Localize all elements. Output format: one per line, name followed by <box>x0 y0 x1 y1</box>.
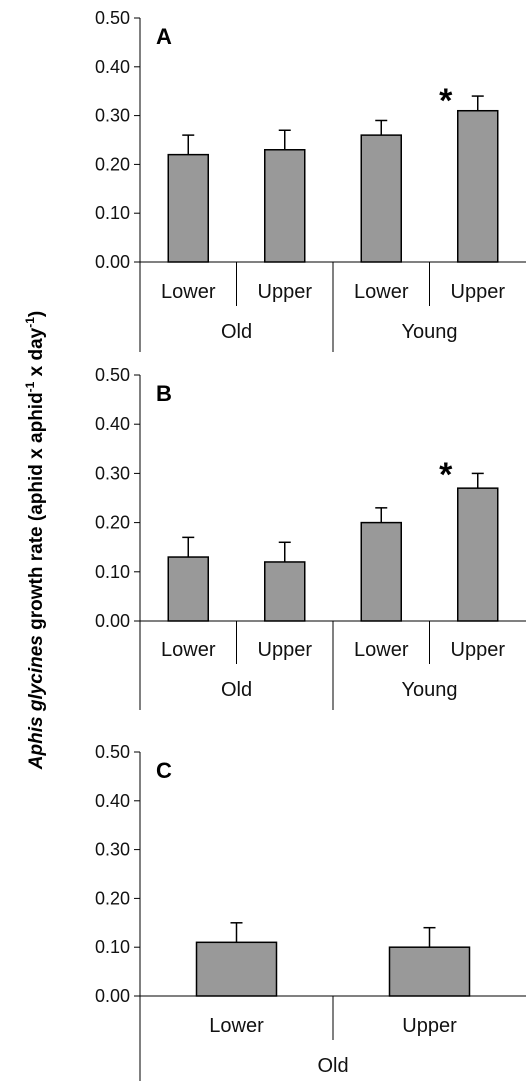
bar <box>167 556 209 622</box>
bar <box>457 487 499 622</box>
panel-letter: B <box>156 381 172 406</box>
panel-b: 0.00 0.10 0.20 0.30 0.40 0.50 B Lower Upper Lower… <box>95 365 526 710</box>
category-label: Lower <box>354 639 409 661</box>
panel-c: 0.00 0.10 0.20 0.30 0.40 0.50 C Lower Upper Old <box>95 742 526 1081</box>
bar <box>264 561 306 622</box>
group-label: Old <box>317 1055 348 1077</box>
bar <box>360 134 402 263</box>
category-label: Upper <box>402 1015 457 1037</box>
bar <box>388 946 471 997</box>
y-tick-label: 0.40 <box>95 791 130 811</box>
bar <box>264 149 306 263</box>
bar <box>195 941 278 997</box>
y-axis-label: Aphis glycines growth rate (aphid x aphi… <box>23 311 47 770</box>
category-label: Lower <box>209 1015 264 1037</box>
bar <box>457 109 499 263</box>
group-label: Young <box>402 679 458 701</box>
y-tick-label: 0.40 <box>95 414 130 434</box>
significance-marker: * <box>439 82 453 120</box>
group-label: Young <box>402 321 458 343</box>
panel-a: 0.00 0.10 0.20 0.30 0.40 0.50 A Lower Upper Lower… <box>95 8 526 352</box>
chart-panels: 0.00 0.10 0.20 0.30 0.40 0.50 A Lower Upper Lower… <box>95 8 526 1081</box>
y-tick-label: 0.10 <box>95 562 130 582</box>
y-tick-label: 0.50 <box>95 365 130 385</box>
group-label: Old <box>221 679 252 701</box>
category-label: Upper <box>258 281 313 303</box>
y-tick-label: 0.00 <box>95 986 130 1006</box>
category-label: Upper <box>258 639 313 661</box>
y-tick-label: 0.30 <box>95 106 130 126</box>
category-label: Upper <box>451 639 506 661</box>
panel-letter: C <box>156 758 172 783</box>
panel-letter: A <box>156 24 172 49</box>
y-tick-label: 0.50 <box>95 8 130 28</box>
y-tick-label: 0.00 <box>95 611 130 631</box>
y-tick-label: 0.20 <box>95 513 130 533</box>
y-tick-label: 0.10 <box>95 203 130 223</box>
y-tick-label: 0.40 <box>95 57 130 77</box>
y-tick-label: 0.00 <box>95 252 130 272</box>
y-tick-label: 0.20 <box>95 888 130 908</box>
significance-marker: * <box>439 456 453 494</box>
category-label: Upper <box>451 281 506 303</box>
category-label: Lower <box>161 639 216 661</box>
y-tick-label: 0.10 <box>95 937 130 957</box>
y-tick-label: 0.30 <box>95 463 130 483</box>
y-tick-label: 0.30 <box>95 840 130 860</box>
bar <box>167 153 209 263</box>
group-label: Old <box>221 321 252 343</box>
y-tick-label: 0.50 <box>95 742 130 762</box>
y-tick-label: 0.20 <box>95 154 130 174</box>
bar <box>360 521 402 622</box>
category-label: Lower <box>354 281 409 303</box>
category-label: Lower <box>161 281 216 303</box>
